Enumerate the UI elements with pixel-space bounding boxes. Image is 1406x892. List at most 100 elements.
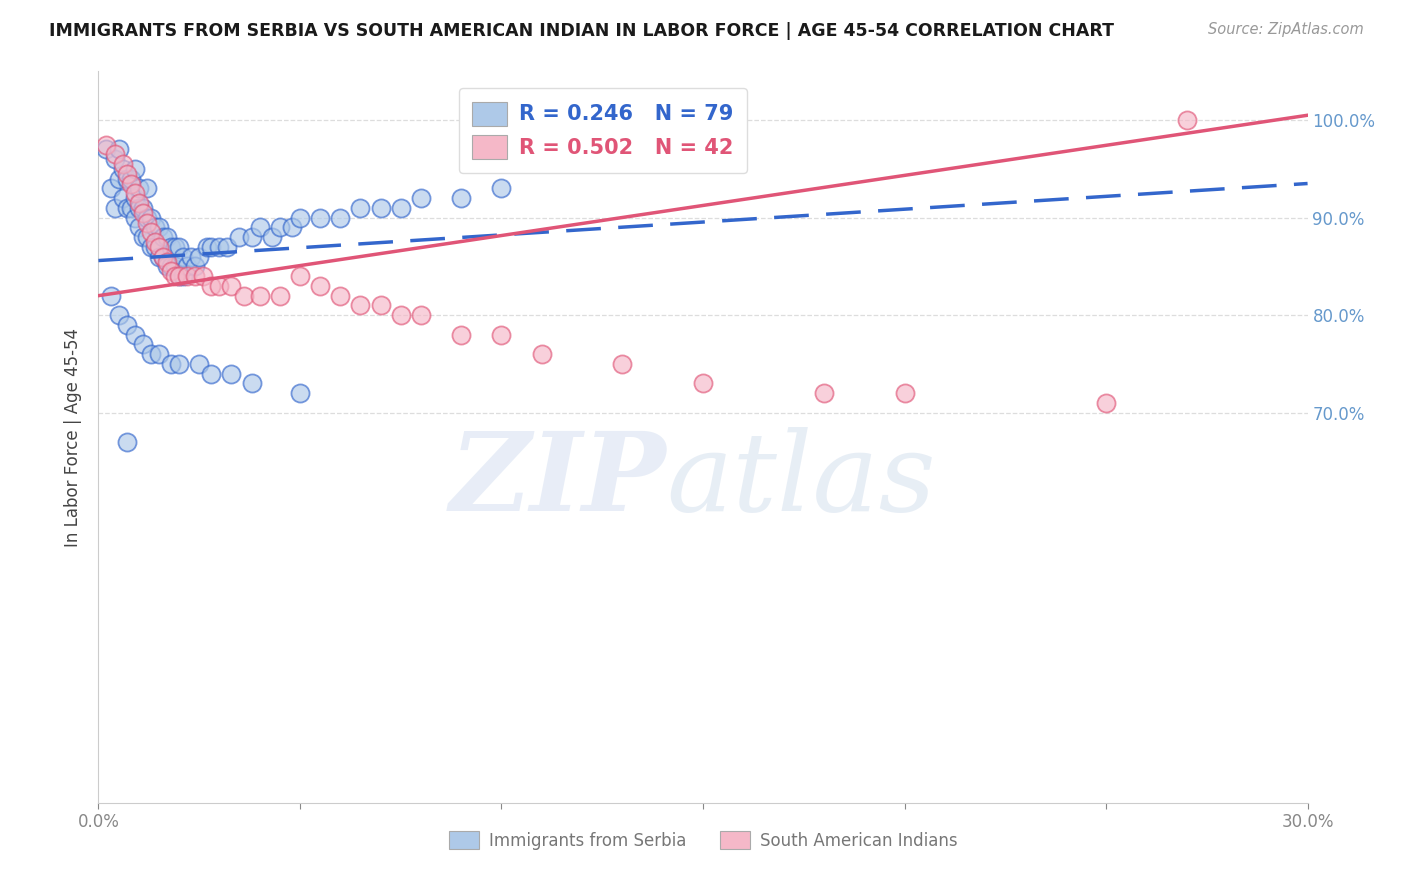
- Point: [163, 260, 186, 274]
- Point: [135, 181, 157, 195]
- Point: [167, 269, 190, 284]
- Point: [124, 161, 146, 176]
- Point: [370, 298, 392, 312]
- Point: [208, 240, 231, 254]
- Point: [152, 250, 174, 264]
- Point: [208, 279, 231, 293]
- Point: [288, 269, 311, 284]
- Point: [103, 152, 125, 166]
- Text: ZIP: ZIP: [450, 427, 666, 534]
- Point: [143, 235, 166, 249]
- Point: [692, 376, 714, 391]
- Point: [184, 269, 207, 284]
- Point: [156, 260, 179, 274]
- Point: [240, 376, 263, 391]
- Point: [115, 171, 138, 186]
- Point: [139, 211, 162, 225]
- Point: [172, 250, 194, 264]
- Point: [163, 269, 186, 284]
- Point: [193, 269, 215, 284]
- Point: [217, 240, 239, 254]
- Point: [111, 157, 134, 171]
- Point: [156, 254, 179, 268]
- Point: [120, 171, 142, 186]
- Point: [107, 171, 129, 186]
- Point: [232, 288, 254, 302]
- Point: [111, 161, 134, 176]
- Point: [228, 230, 250, 244]
- Point: [115, 167, 138, 181]
- Legend: Immigrants from Serbia, South American Indians: Immigrants from Serbia, South American I…: [441, 824, 965, 856]
- Point: [329, 288, 352, 302]
- Point: [409, 191, 432, 205]
- Point: [124, 191, 146, 205]
- Point: [349, 298, 371, 312]
- Point: [120, 201, 142, 215]
- Point: [491, 181, 513, 195]
- Point: [160, 240, 183, 254]
- Point: [111, 191, 134, 205]
- Point: [450, 191, 472, 205]
- Point: [163, 240, 186, 254]
- Point: [135, 230, 157, 244]
- Point: [96, 137, 118, 152]
- Point: [249, 220, 271, 235]
- Point: [260, 230, 283, 244]
- Point: [200, 240, 222, 254]
- Point: [132, 230, 155, 244]
- Point: [176, 260, 198, 274]
- Point: [249, 288, 271, 302]
- Point: [309, 279, 332, 293]
- Point: [409, 308, 432, 322]
- Point: [124, 186, 146, 201]
- Point: [200, 279, 222, 293]
- Point: [115, 318, 138, 332]
- Point: [221, 279, 243, 293]
- Y-axis label: In Labor Force | Age 45-54: In Labor Force | Age 45-54: [65, 327, 83, 547]
- Point: [132, 201, 155, 215]
- Point: [389, 201, 412, 215]
- Point: [612, 357, 634, 371]
- Point: [288, 386, 311, 401]
- Text: atlas: atlas: [666, 427, 936, 534]
- Point: [143, 220, 166, 235]
- Point: [160, 260, 183, 274]
- Point: [135, 211, 157, 225]
- Point: [176, 269, 198, 284]
- Point: [115, 201, 138, 215]
- Point: [200, 367, 222, 381]
- Point: [491, 327, 513, 342]
- Point: [132, 337, 155, 351]
- Point: [188, 250, 211, 264]
- Point: [349, 201, 371, 215]
- Point: [813, 386, 835, 401]
- Point: [240, 230, 263, 244]
- Point: [148, 240, 170, 254]
- Point: [269, 288, 291, 302]
- Point: [167, 357, 190, 371]
- Point: [288, 211, 311, 225]
- Point: [107, 142, 129, 156]
- Text: IMMIGRANTS FROM SERBIA VS SOUTH AMERICAN INDIAN IN LABOR FORCE | AGE 45-54 CORRE: IMMIGRANTS FROM SERBIA VS SOUTH AMERICAN…: [49, 22, 1114, 40]
- Point: [221, 367, 243, 381]
- Point: [309, 211, 332, 225]
- Point: [128, 196, 150, 211]
- Point: [450, 327, 472, 342]
- Point: [107, 308, 129, 322]
- Point: [143, 240, 166, 254]
- Text: Source: ZipAtlas.com: Source: ZipAtlas.com: [1208, 22, 1364, 37]
- Point: [156, 230, 179, 244]
- Point: [530, 347, 553, 361]
- Point: [172, 269, 194, 284]
- Point: [152, 230, 174, 244]
- Point: [160, 264, 183, 278]
- Point: [128, 181, 150, 195]
- Point: [100, 181, 122, 195]
- Point: [100, 288, 122, 302]
- Point: [370, 201, 392, 215]
- Point: [893, 386, 915, 401]
- Point: [167, 269, 190, 284]
- Point: [180, 250, 202, 264]
- Point: [281, 220, 304, 235]
- Point: [1175, 113, 1198, 128]
